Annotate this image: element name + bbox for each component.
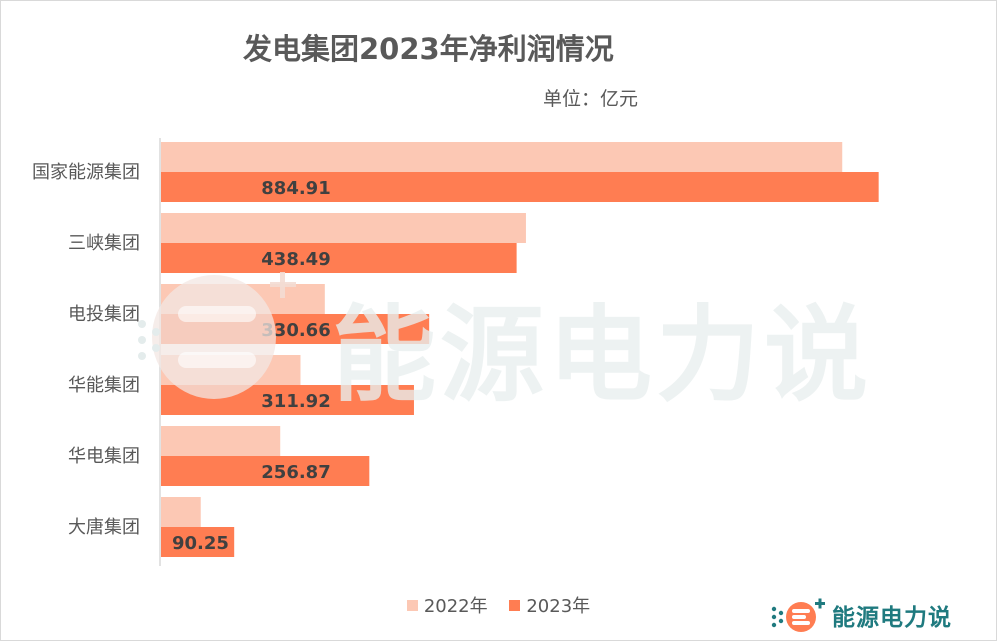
- legend-item-2023: 2023年: [509, 592, 590, 618]
- data-label-2023: 884.91: [261, 178, 330, 199]
- brand-e-icon: [771, 598, 825, 632]
- legend-swatch-2023: [509, 599, 521, 611]
- bar-2022: [161, 355, 301, 385]
- legend-label-2023: 2023年: [526, 596, 591, 617]
- legend-item-2022: 2022年: [406, 592, 488, 618]
- brand-text: 能源电力说: [832, 605, 952, 631]
- legend-label-2022: 2022年: [423, 596, 488, 617]
- bar-2022: [161, 426, 281, 456]
- data-label-2023: 438.49: [261, 249, 330, 270]
- category-label: 大唐集团: [68, 517, 140, 538]
- data-label-2023: 256.87: [261, 462, 330, 483]
- legend-swatch-2022: [406, 599, 418, 611]
- bar-2023: [161, 456, 370, 486]
- bar-2023: [161, 527, 235, 557]
- bar-2023: [161, 172, 879, 202]
- bar-2022: [161, 213, 526, 243]
- bar-2022: [161, 284, 325, 314]
- data-label-2023: 311.92: [261, 391, 330, 412]
- data-label-2023: 90.25: [172, 533, 229, 554]
- bar-2022: [161, 497, 201, 527]
- chart-title: 发电集团2023年净利润情况: [243, 32, 614, 66]
- category-label: 华能集团: [68, 375, 140, 396]
- unit-label: 单位：亿元: [543, 88, 639, 110]
- legend: 2022年 2023年: [0, 592, 997, 618]
- brand-logo: 能源电力说: [770, 595, 952, 635]
- category-label: 华电集团: [68, 446, 140, 467]
- bar-2022: [161, 142, 843, 172]
- category-label: 电投集团: [68, 304, 140, 325]
- data-label-2023: 330.66: [261, 320, 330, 341]
- bar-2023: [161, 243, 517, 273]
- category-label: 三峡集团: [68, 233, 140, 254]
- category-label: 国家能源集团: [32, 162, 140, 183]
